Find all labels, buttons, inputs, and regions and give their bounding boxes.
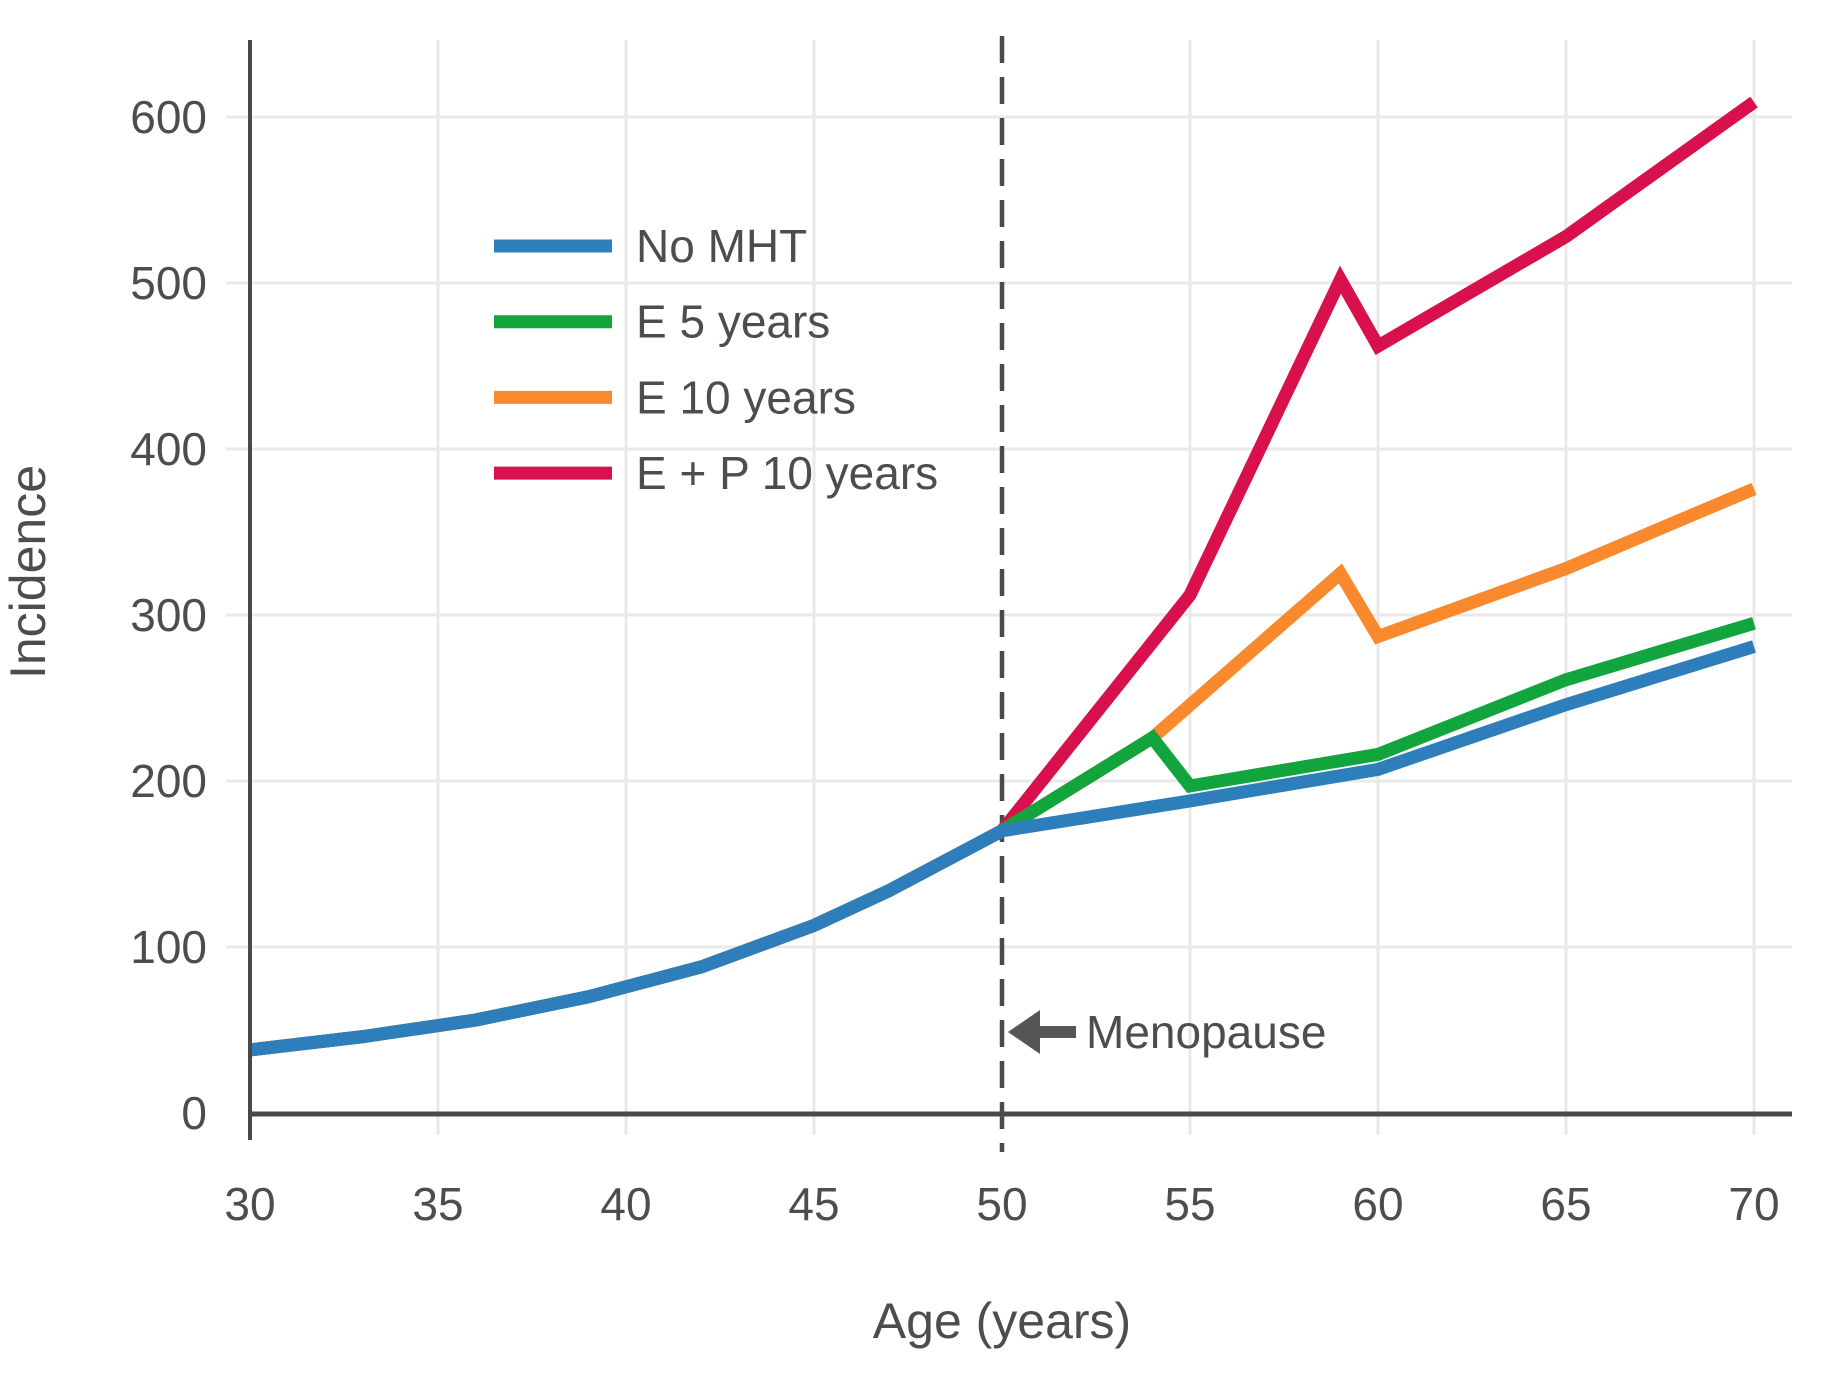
x-tick-label: 30 <box>224 1178 275 1230</box>
legend-item-no-mht: No MHT <box>494 220 807 272</box>
x-axis-title: Age (years) <box>873 1293 1131 1349</box>
legend-label: No MHT <box>636 220 807 272</box>
legend-item-e-5-years: E 5 years <box>494 296 830 348</box>
y-tick-label: 0 <box>181 1087 207 1139</box>
menopause-annotation-label: Menopause <box>1086 1006 1326 1058</box>
legend: No MHT E 5 years E 10 years E + P 10 years <box>494 220 938 499</box>
legend-item-e-p-10-years: E + P 10 years <box>494 447 938 499</box>
x-tick-label: 35 <box>412 1178 463 1230</box>
x-tick-label: 45 <box>788 1178 839 1230</box>
y-tick-label: 200 <box>130 755 207 807</box>
y-axis-title: Incidence <box>0 465 56 679</box>
x-axis-tick-labels: 30 35 40 45 50 55 60 65 70 <box>224 1178 1779 1230</box>
y-tick-label: 500 <box>130 257 207 309</box>
axis-spines <box>248 40 1792 1140</box>
data-series <box>249 96 1758 1057</box>
x-tick-label: 40 <box>600 1178 651 1230</box>
y-tick-label: 100 <box>130 921 207 973</box>
x-tick-label: 60 <box>1352 1178 1403 1230</box>
x-tick-label: 65 <box>1540 1178 1591 1230</box>
y-axis-tick-labels: 0 100 200 300 400 500 600 <box>130 91 207 1139</box>
x-tick-label: 50 <box>976 1178 1027 1230</box>
y-tick-label: 300 <box>130 589 207 641</box>
y-tick-label: 400 <box>130 423 207 475</box>
legend-label: E 10 years <box>636 371 856 423</box>
x-tick-label: 70 <box>1728 1178 1779 1230</box>
legend-item-e-10-years: E 10 years <box>494 371 856 423</box>
x-tick-label: 55 <box>1164 1178 1215 1230</box>
y-tick-label: 600 <box>130 91 207 143</box>
legend-label: E + P 10 years <box>636 447 938 499</box>
legend-label: E 5 years <box>636 296 830 348</box>
left-arrow-icon <box>1008 1010 1076 1054</box>
series-line-no-mht <box>249 640 1756 1057</box>
gridlines <box>226 40 1792 1135</box>
